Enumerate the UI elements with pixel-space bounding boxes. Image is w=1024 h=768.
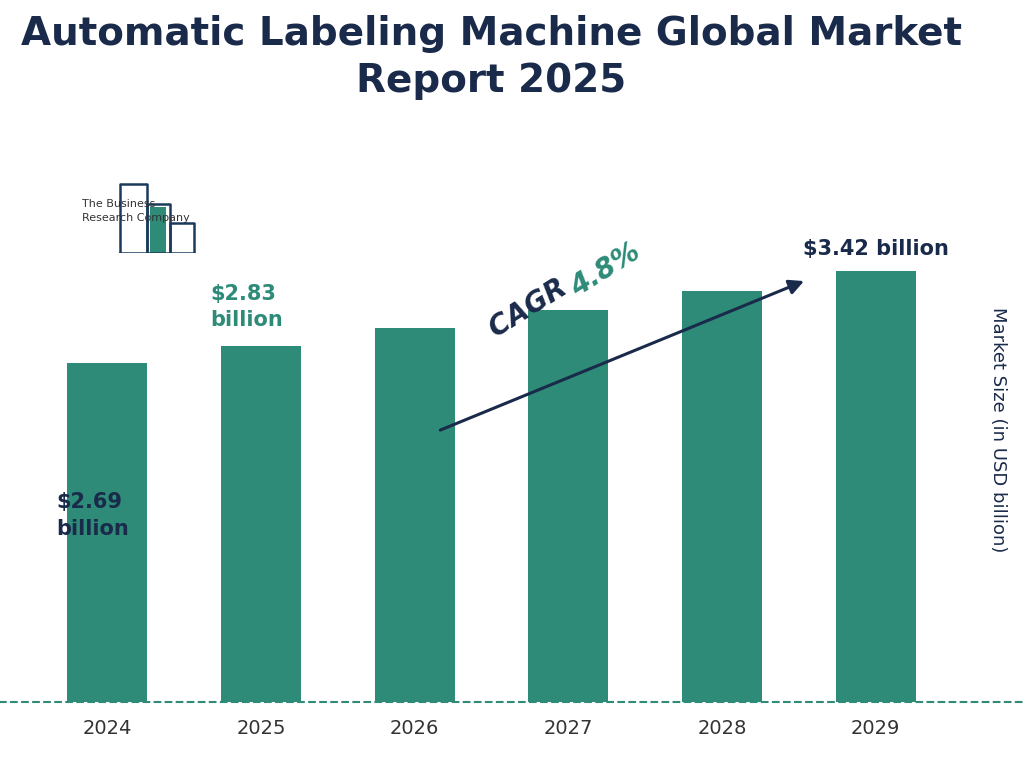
Text: $2.69
billion: $2.69 billion — [56, 492, 129, 539]
Title: Automatic Labeling Machine Global Market
Report 2025: Automatic Labeling Machine Global Market… — [22, 15, 962, 100]
Text: Market Size (in USD billion): Market Size (in USD billion) — [989, 307, 1008, 553]
Text: $2.83
billion: $2.83 billion — [210, 284, 283, 330]
Bar — [68, 363, 147, 702]
Text: 4.8%: 4.8% — [565, 237, 645, 302]
Bar — [528, 310, 608, 702]
Bar — [682, 291, 762, 702]
Bar — [150, 207, 166, 253]
Text: The Business
Research Company: The Business Research Company — [82, 199, 189, 223]
Text: CAGR: CAGR — [484, 269, 581, 343]
Bar — [836, 271, 915, 702]
Bar — [375, 328, 455, 702]
Text: $3.42 billion: $3.42 billion — [803, 239, 949, 259]
Bar — [221, 346, 301, 702]
